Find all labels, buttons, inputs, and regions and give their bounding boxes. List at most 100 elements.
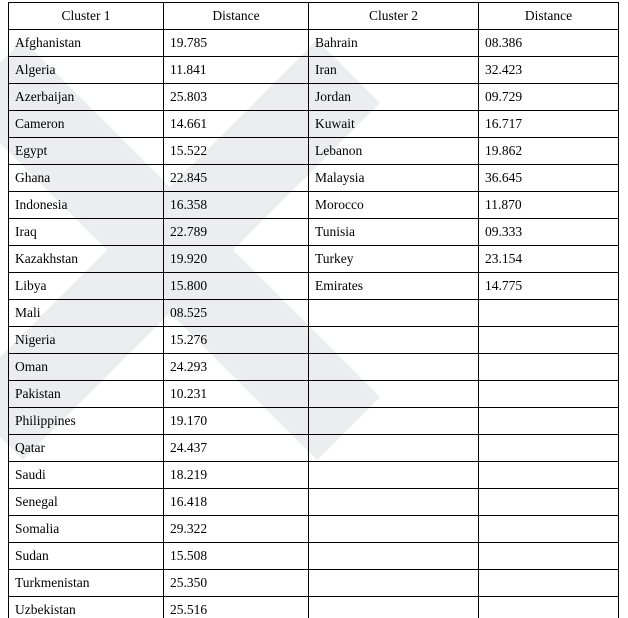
table-cell: 14.661 <box>164 111 309 138</box>
table-row: Iraq22.789Tunisia09.333 <box>9 219 619 246</box>
table-cell: 32.423 <box>479 57 619 84</box>
table-row: Philippines19.170 <box>9 408 619 435</box>
table-cell: Nigeria <box>9 327 164 354</box>
table-cell: 22.789 <box>164 219 309 246</box>
table-cell: 16.358 <box>164 192 309 219</box>
table-cell: 11.841 <box>164 57 309 84</box>
table-row: Nigeria15.276 <box>9 327 619 354</box>
table-cell: Kuwait <box>309 111 479 138</box>
table-cell: Philippines <box>9 408 164 435</box>
table-cell <box>309 543 479 570</box>
table-row: Mali08.525 <box>9 300 619 327</box>
table-cell: 15.522 <box>164 138 309 165</box>
table-row: Egypt15.522Lebanon19.862 <box>9 138 619 165</box>
table-cell: 14.775 <box>479 273 619 300</box>
table-cell: Qatar <box>9 435 164 462</box>
table-cell: Iran <box>309 57 479 84</box>
table-cell <box>479 327 619 354</box>
table-cell: Mali <box>9 300 164 327</box>
table-cell: Lebanon <box>309 138 479 165</box>
table-cell <box>479 381 619 408</box>
table-cell: 09.333 <box>479 219 619 246</box>
table-cell: 11.870 <box>479 192 619 219</box>
table-cell: Morocco <box>309 192 479 219</box>
cluster-table: Cluster 1 Distance Cluster 2 Distance Af… <box>8 2 619 618</box>
table-cell: Senegal <box>9 489 164 516</box>
table-row: Uzbekistan25.516 <box>9 597 619 618</box>
table-row: Oman24.293 <box>9 354 619 381</box>
table-cell <box>479 300 619 327</box>
table-cell <box>479 543 619 570</box>
table-cell: Libya <box>9 273 164 300</box>
table-cell: Egypt <box>9 138 164 165</box>
table-row: Afghanistan19.785Bahrain08.386 <box>9 30 619 57</box>
table-cell: Turkmenistan <box>9 570 164 597</box>
table-cell: 19.920 <box>164 246 309 273</box>
table-cell: 15.800 <box>164 273 309 300</box>
table-cell: 08.386 <box>479 30 619 57</box>
table-cell: 25.350 <box>164 570 309 597</box>
table-row: Senegal16.418 <box>9 489 619 516</box>
table-cell: Sudan <box>9 543 164 570</box>
table-cell: 08.525 <box>164 300 309 327</box>
table-row: Turkmenistan25.350 <box>9 570 619 597</box>
table-cell: Uzbekistan <box>9 597 164 618</box>
table-cell: Jordan <box>309 84 479 111</box>
table-cell: 16.717 <box>479 111 619 138</box>
table-row: Pakistan10.231 <box>9 381 619 408</box>
table-row: Ghana22.845Malaysia36.645 <box>9 165 619 192</box>
table-cell <box>479 354 619 381</box>
table-cell: 18.219 <box>164 462 309 489</box>
table-cell: 09.729 <box>479 84 619 111</box>
table-cell <box>309 327 479 354</box>
table-cell <box>479 570 619 597</box>
col-header-cluster2: Cluster 2 <box>309 3 479 30</box>
table-cell: 36.645 <box>479 165 619 192</box>
table-cell <box>309 597 479 618</box>
table-cell: Kazakhstan <box>9 246 164 273</box>
table-cell: 16.418 <box>164 489 309 516</box>
table-cell: 10.231 <box>164 381 309 408</box>
table-cell <box>309 489 479 516</box>
table-cell: 19.170 <box>164 408 309 435</box>
table-cell <box>479 408 619 435</box>
table-cell: Algeria <box>9 57 164 84</box>
table-cell: Somalia <box>9 516 164 543</box>
table-cell: 24.293 <box>164 354 309 381</box>
table-row: Cameron14.661Kuwait16.717 <box>9 111 619 138</box>
table-cell <box>309 516 479 543</box>
table-row: Kazakhstan19.920Turkey23.154 <box>9 246 619 273</box>
table-cell: 22.845 <box>164 165 309 192</box>
table-cell: 19.862 <box>479 138 619 165</box>
table-cell: 19.785 <box>164 30 309 57</box>
table-cell: Malaysia <box>309 165 479 192</box>
table-cell <box>479 489 619 516</box>
table-row: Azerbaijan25.803Jordan09.729 <box>9 84 619 111</box>
table-cell: 24.437 <box>164 435 309 462</box>
table-cell: Tunisia <box>309 219 479 246</box>
table-cell <box>309 381 479 408</box>
table-cell: Bahrain <box>309 30 479 57</box>
col-header-cluster1: Cluster 1 <box>9 3 164 30</box>
table-cell: 15.276 <box>164 327 309 354</box>
table-row: Qatar24.437 <box>9 435 619 462</box>
table-header-row: Cluster 1 Distance Cluster 2 Distance <box>9 3 619 30</box>
table-cell: 29.322 <box>164 516 309 543</box>
table-row: Sudan15.508 <box>9 543 619 570</box>
table-cell: Iraq <box>9 219 164 246</box>
table-cell: Saudi <box>9 462 164 489</box>
table-row: Algeria11.841Iran32.423 <box>9 57 619 84</box>
col-header-distance1: Distance <box>164 3 309 30</box>
table-cell <box>309 462 479 489</box>
table-cell: Afghanistan <box>9 30 164 57</box>
table-cell <box>479 462 619 489</box>
table-cell: Turkey <box>309 246 479 273</box>
table-cell <box>479 516 619 543</box>
table-cell <box>479 435 619 462</box>
table-row: Indonesia16.358Morocco11.870 <box>9 192 619 219</box>
table-row: Libya15.800Emirates14.775 <box>9 273 619 300</box>
table-cell: 25.516 <box>164 597 309 618</box>
table-cell <box>309 408 479 435</box>
table-cell: Indonesia <box>9 192 164 219</box>
table-cell: 25.803 <box>164 84 309 111</box>
